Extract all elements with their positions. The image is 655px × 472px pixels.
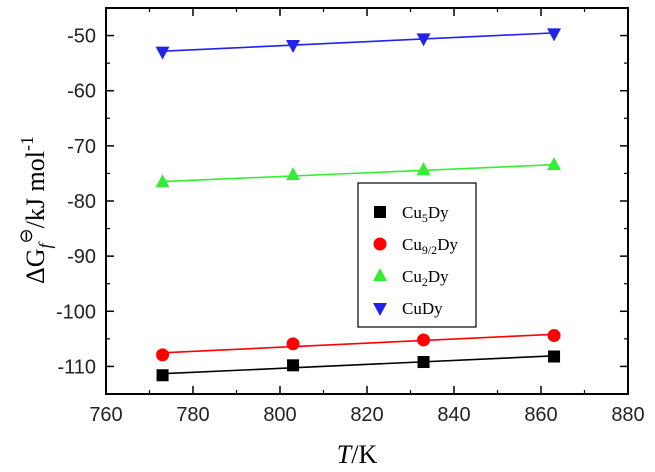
- series-fit-line: [162, 333, 555, 354]
- series-fit-line: [162, 163, 555, 183]
- x-tick-label: 760: [89, 404, 122, 426]
- data-point: [417, 333, 431, 347]
- data-point: [547, 329, 561, 343]
- data-point: [155, 174, 170, 188]
- y-axis-label-exp: -1: [17, 136, 37, 151]
- legend-label: Cu9/2Dy: [402, 235, 458, 257]
- x-tick-label: 880: [611, 404, 644, 426]
- x-axis: 760 780 800 820 840 860 880: [89, 8, 645, 426]
- data-point: [156, 369, 169, 382]
- legend-label: Cu5Dy: [402, 203, 449, 225]
- x-tick-label: 800: [263, 404, 296, 426]
- y-axis-label: ΔGf⊖/kJ mol-1: [16, 136, 55, 284]
- series-fit-line: [162, 355, 555, 375]
- y-axis-label-sup: ⊖: [16, 228, 36, 243]
- y-tick-label: -60: [67, 81, 96, 103]
- series-fit-line: [162, 32, 555, 53]
- data-point: [417, 356, 430, 369]
- data-point: [156, 348, 170, 362]
- data-point: [286, 337, 300, 351]
- legend: Cu5Dy Cu9/2Dy Cu2Dy CuDy: [357, 182, 477, 328]
- y-tick-label: -80: [67, 191, 96, 213]
- x-axis-label: T/K: [337, 440, 378, 469]
- data-point: [416, 162, 431, 176]
- data-point: [548, 350, 561, 363]
- series-layer: [155, 28, 562, 382]
- legend-label: CuDy: [402, 299, 443, 318]
- data-point: [155, 46, 170, 60]
- y-axis-label-delta: ΔG: [21, 248, 50, 284]
- data-point: [416, 33, 431, 47]
- data-point: [547, 157, 562, 171]
- legend-marker: [373, 268, 387, 281]
- x-axis-label-var: T: [337, 440, 353, 469]
- data-point: [286, 167, 301, 181]
- x-tick-label: 820: [350, 404, 383, 426]
- x-tick-label: 780: [176, 404, 209, 426]
- y-tick-label: -90: [67, 246, 96, 268]
- x-tick-label: 840: [437, 404, 470, 426]
- x-tick-label: 860: [524, 404, 557, 426]
- x-axis-label-unit: /K: [351, 440, 377, 469]
- data-point: [286, 39, 301, 53]
- legend-marker: [373, 237, 387, 251]
- y-tick-label: -70: [67, 136, 96, 158]
- legend-label: Cu2Dy: [402, 267, 449, 289]
- data-point: [287, 359, 300, 372]
- y-axis-label-sub: f: [35, 240, 55, 248]
- y-tick-label: -110: [57, 356, 96, 378]
- y-tick-label: -100: [56, 301, 96, 323]
- legend-marker: [374, 206, 386, 218]
- y-axis-label-unit: /kJ mol: [21, 151, 50, 228]
- data-point: [547, 28, 562, 42]
- y-axis: -110 -100 -90 -80 -70 -60 -50: [56, 7, 628, 395]
- y-tick-label: -50: [67, 26, 96, 48]
- legend-marker: [373, 303, 387, 316]
